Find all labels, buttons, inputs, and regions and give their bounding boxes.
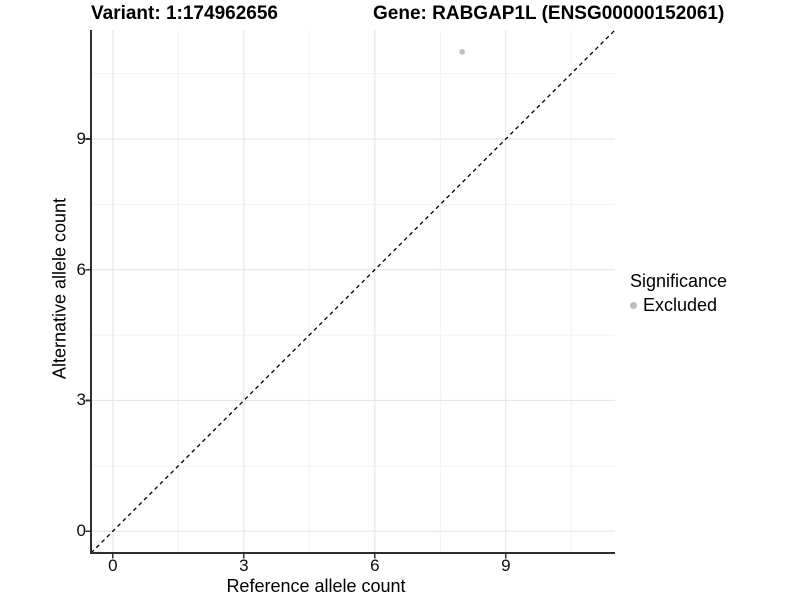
legend-item-excluded: Excluded: [630, 295, 727, 316]
plot-title-variant: Variant: 1:174962656: [91, 3, 278, 24]
plot-title-gene: Gene: RABGAP1L (ENSG00000152061): [373, 3, 725, 24]
y-tick-label: 0: [76, 521, 86, 541]
x-axis-title: Reference allele count: [226, 576, 406, 596]
x-tick-label: 0: [108, 556, 118, 575]
legend: Significance Excluded: [630, 271, 727, 316]
y-axis-title: Alternative allele count: [49, 197, 70, 380]
legend-title: Significance: [630, 271, 728, 291]
identity-line: [90, 29, 616, 554]
y-tick-label: 6: [76, 259, 86, 279]
x-tick-label: 6: [370, 556, 380, 575]
y-tick-label: 9: [76, 128, 86, 148]
x-tick-label: 3: [239, 556, 249, 575]
legend-point-icon: [630, 302, 637, 309]
x-tick-label: 9: [501, 556, 511, 575]
y-tick-label: 3: [76, 390, 86, 410]
legend-item-label: Excluded: [643, 295, 718, 315]
data-point: [459, 48, 465, 55]
